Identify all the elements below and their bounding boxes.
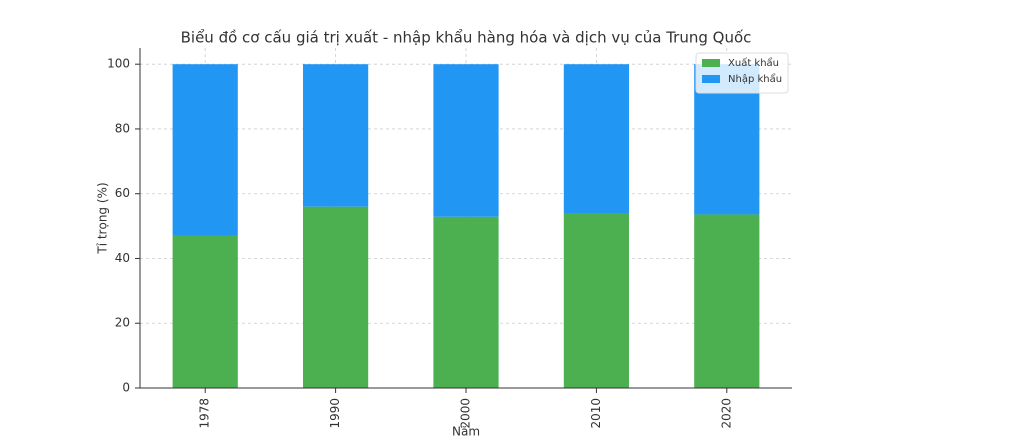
bar-segment <box>563 213 629 388</box>
x-tick-label: 2000 <box>459 398 473 429</box>
bar-segment <box>433 216 499 388</box>
y-tick-label: 100 <box>107 57 130 71</box>
bar-segment <box>433 64 499 217</box>
bar-segment <box>172 235 238 388</box>
x-tick-label: 2020 <box>719 398 733 429</box>
x-tick-label: 1990 <box>328 398 342 429</box>
legend-label: Xuất khẩu <box>728 56 779 69</box>
x-tick-label: 2010 <box>589 398 603 429</box>
legend-swatch <box>702 75 720 83</box>
y-axis-label: Tỉ trọng (%) <box>96 182 110 254</box>
y-tick-label: 60 <box>115 186 130 200</box>
legend-label: Nhập khẩu <box>728 72 782 85</box>
y-tick-label: 40 <box>115 251 130 265</box>
bar-segment <box>563 64 629 214</box>
y-tick-label: 20 <box>115 316 130 330</box>
bar-segment <box>694 214 760 388</box>
bar-segment <box>303 64 369 207</box>
x-tick-label: 1978 <box>198 398 212 429</box>
chart-title: Biểu đồ cơ cấu giá trị xuất - nhập khẩu … <box>181 29 752 47</box>
bar-segment <box>172 64 238 236</box>
y-tick-label: 0 <box>122 381 130 395</box>
bar-segment <box>303 206 369 388</box>
legend-swatch <box>702 59 720 67</box>
legend: Xuất khẩu Nhập khẩu <box>695 52 789 94</box>
x-axis-label: Năm <box>452 425 480 439</box>
y-tick-label: 80 <box>115 121 130 135</box>
